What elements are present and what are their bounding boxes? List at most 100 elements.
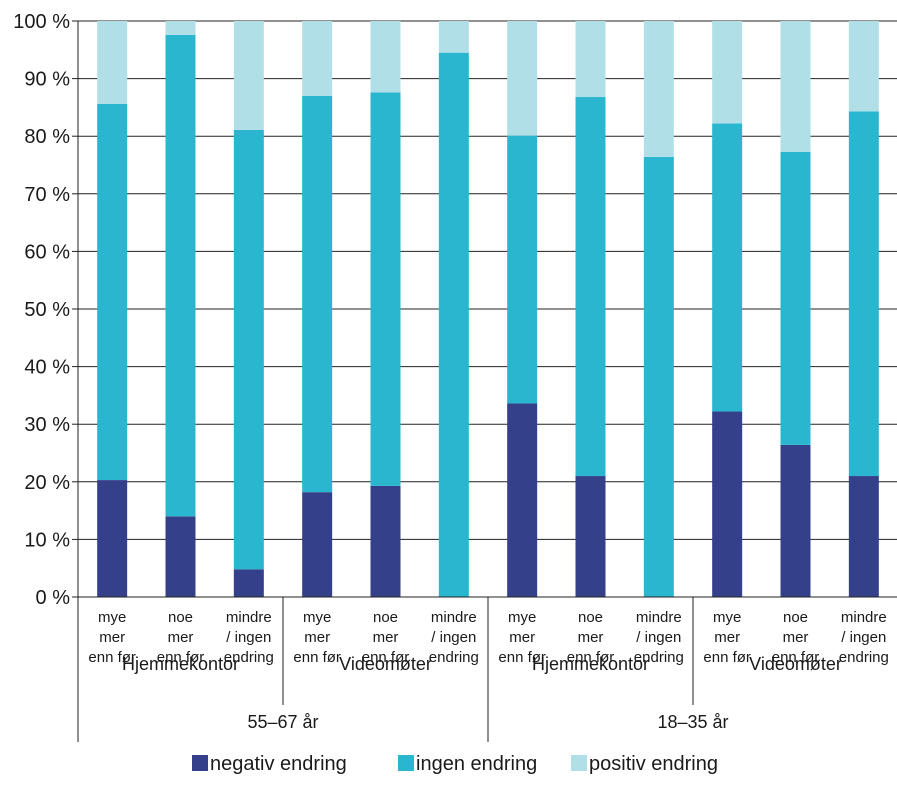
group-label-l1: Videomøter [749,654,842,674]
category-label: noe [783,609,808,626]
bars [97,21,879,598]
x-axis: mye mer enn før noe mer enn før mindre / ingen e… [77,596,897,742]
group-label-l2: 18–35 år [657,712,728,732]
bar-positiv-endring [575,21,606,98]
bar-ingen-endring [302,95,333,493]
category-label: mye [98,609,126,626]
y-tick-label: 40 % [24,357,70,379]
category-label: enn før [88,649,136,666]
category-label: mer [509,629,535,646]
bar-ingen-endring [780,151,811,445]
bar-positiv-endring [848,21,879,112]
bar-positiv-endring [507,21,538,136]
category-label: mer [714,629,740,646]
category-label: mindre [431,609,477,626]
bar-negativ-endring [302,492,333,597]
category-label: enn før [498,649,546,666]
category-label: enn før [567,649,615,666]
category-label: mindre [226,609,272,626]
bar-negativ-endring [97,480,128,597]
category-label: endring [224,649,274,666]
bar-positiv-endring [165,21,196,35]
legend-swatch [398,755,414,771]
category-label: mer [168,629,194,646]
category-label: endring [429,649,479,666]
bar-ingen-endring [643,156,674,597]
y-tick-label: 90 % [24,69,70,91]
category-label: noe [578,609,603,626]
category-label: mer [373,629,399,646]
bar-negativ-endring [165,516,196,597]
category-label: mye [508,609,536,626]
category-label: enn før [772,649,820,666]
category-label: mye [303,609,331,626]
category-label: / ingen [841,629,886,646]
y-tick-label: 10 % [24,529,70,551]
category-label: mye [713,609,741,626]
category-label: endring [839,649,889,666]
bar-positiv-endring [302,21,333,96]
legend-label: ingen endring [416,753,537,775]
category-label: endring [634,649,684,666]
group-label-l1: Hjemmekontor [122,654,239,674]
bar-negativ-endring [233,569,264,597]
category-label: enn før [362,649,410,666]
category-label: / ingen [226,629,271,646]
bar-ingen-endring [507,135,538,404]
bar-negativ-endring [507,403,538,597]
bar-positiv-endring [780,21,811,152]
category-label: mer [99,629,125,646]
bar-negativ-endring [848,476,879,597]
bar-positiv-endring [370,21,401,93]
y-tick-label: 60 % [24,241,70,263]
bar-positiv-endring [233,21,264,130]
category-label: noe [168,609,193,626]
bar-ingen-endring [165,34,196,517]
category-label: enn før [703,649,751,666]
category-label: enn før [293,649,341,666]
y-tick-label: 50 % [24,299,70,321]
bar-positiv-endring [97,21,128,104]
bar-negativ-endring [370,485,401,597]
legend-label: positiv endring [589,753,718,775]
bar-negativ-endring [712,411,743,597]
legend-label: negativ endring [210,753,347,775]
bar-negativ-endring [780,444,811,597]
category-label: / ingen [636,629,681,646]
bar-ingen-endring [233,129,264,570]
legend-swatch [192,755,208,771]
bar-negativ-endring [575,476,606,597]
group-label-l1: Hjemmekontor [532,654,649,674]
bar-ingen-endring [97,103,128,481]
bar-positiv-endring [712,21,743,124]
bar-ingen-endring [848,111,879,477]
y-tick-label: 20 % [24,472,70,494]
legend-swatch [571,755,587,771]
category-label: mer [578,629,604,646]
category-label: mer [304,629,330,646]
category-label: mer [783,629,809,646]
group-label-l2: 55–67 år [247,712,318,732]
y-axis: 0 % 10 % 20 % 30 % 40 % 50 % 60 % 70 % 80 % 90 % 1… [13,11,79,609]
bar-positiv-endring [643,21,674,157]
category-label: noe [373,609,398,626]
category-label: mindre [636,609,682,626]
y-tick-label: 0 % [36,587,71,609]
y-tick-label: 70 % [24,184,70,206]
group-label-l1: Videomøter [339,654,432,674]
bar-ingen-endring [712,123,743,412]
y-tick-label: 80 % [24,126,70,148]
legend: negativ endring ingen endring positiv endr… [192,753,718,775]
gridlines [78,20,897,540]
bar-positiv-endring [438,21,469,53]
category-label: enn før [157,649,205,666]
bar-ingen-endring [370,92,401,486]
bar-ingen-endring [438,52,469,598]
y-tick-label: 100 % [13,11,70,33]
y-tick-label: 30 % [24,414,70,436]
category-label: / ingen [431,629,476,646]
bar-ingen-endring [575,97,606,477]
category-label: mindre [841,609,887,626]
